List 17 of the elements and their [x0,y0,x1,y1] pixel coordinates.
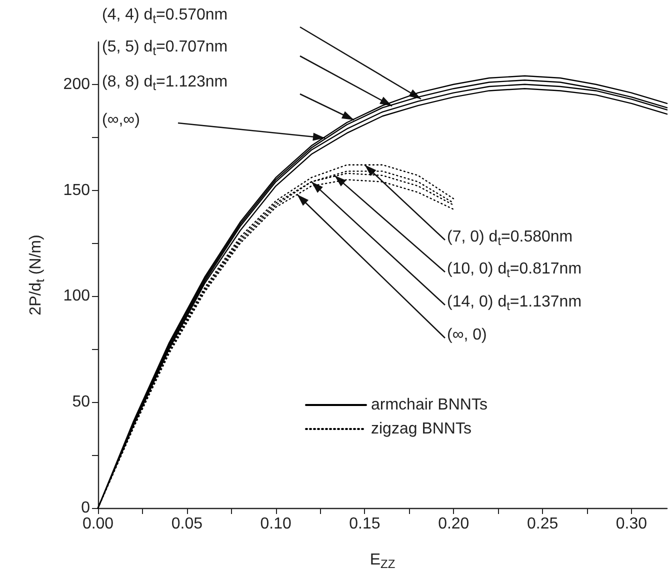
x-tick-label: 0.05 [171,516,203,532]
y-axis-title: 2P/dt (N/m) [28,234,47,316]
x-tick-label: 0.10 [260,516,292,532]
x-tick-label: 0.00 [82,516,114,532]
x-tick-label: 0.15 [349,516,380,532]
y-tick-label: 0 [81,500,90,516]
y-tick-label: 200 [63,76,90,93]
legend-label: armchair BNNTs [371,396,488,414]
legend-label: zigzag BNNTs [371,420,472,438]
y-tick-label: 50 [72,394,90,411]
y-tick-label: 100 [63,288,90,305]
x-tick-label: 0.30 [616,516,648,532]
x-tick-label: 0.25 [526,516,558,532]
annotation: (∞,∞) [102,112,140,128]
annotation: (∞, 0) [447,326,487,344]
x-tick-label: 0.20 [438,516,470,532]
y-tick-label: 150 [63,182,90,199]
